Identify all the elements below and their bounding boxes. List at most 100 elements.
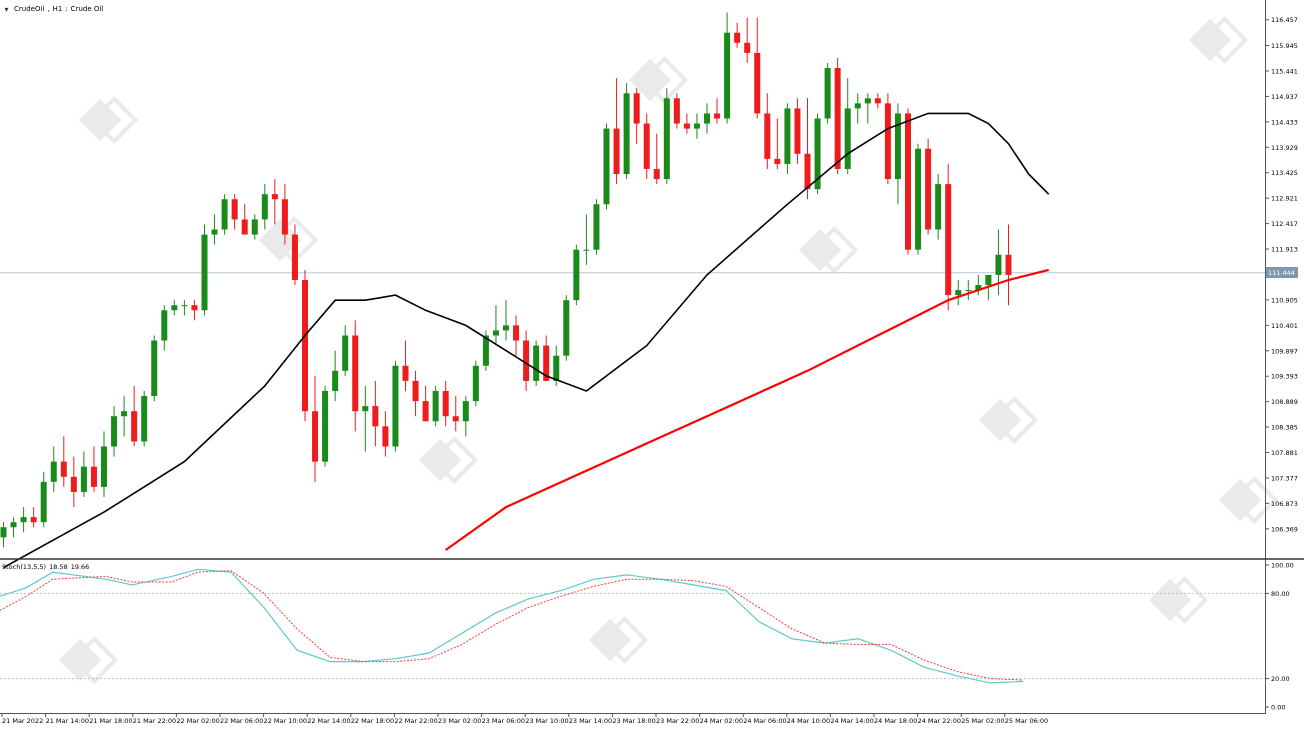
candle[interactable] (281, 184, 288, 245)
candle[interactable] (50, 446, 57, 492)
candle[interactable] (884, 93, 891, 185)
candle[interactable] (734, 22, 741, 48)
candle[interactable] (442, 380, 449, 427)
candle[interactable] (955, 279, 962, 306)
candle[interactable] (302, 269, 308, 422)
candle[interactable] (131, 385, 138, 447)
candle[interactable] (171, 300, 178, 316)
candle[interactable] (673, 93, 680, 129)
candle[interactable] (161, 305, 168, 351)
candle[interactable] (90, 446, 97, 492)
candle[interactable] (492, 305, 499, 346)
candle[interactable] (874, 93, 881, 109)
candle[interactable] (40, 471, 47, 528)
candle[interactable] (291, 224, 298, 286)
candle[interactable] (704, 103, 710, 134)
candle[interactable] (0, 522, 7, 548)
candle[interactable] (312, 375, 319, 482)
candle[interactable] (744, 17, 751, 63)
candle[interactable] (261, 184, 268, 230)
candle[interactable] (714, 98, 721, 124)
candle[interactable] (663, 88, 670, 185)
candle[interactable] (864, 93, 871, 124)
candle[interactable] (683, 113, 690, 134)
candle[interactable] (764, 93, 771, 169)
candle[interactable] (513, 315, 520, 356)
candle[interactable] (623, 83, 630, 180)
candle[interactable] (834, 57, 841, 175)
candle[interactable] (80, 451, 87, 497)
candle[interactable] (603, 123, 610, 210)
candle[interactable] (382, 411, 389, 457)
candle[interactable] (503, 300, 509, 341)
candle[interactable] (774, 118, 781, 169)
candle[interactable] (151, 335, 158, 402)
candle[interactable] (322, 385, 329, 467)
candle[interactable] (915, 143, 922, 255)
candle[interactable] (1005, 224, 1012, 306)
candle[interactable] (271, 179, 278, 225)
candle[interactable] (462, 396, 469, 437)
candle[interactable] (583, 214, 590, 265)
candle[interactable] (643, 113, 650, 180)
candle[interactable] (754, 17, 761, 119)
candle[interactable] (472, 360, 479, 407)
candle[interactable] (121, 396, 128, 437)
candle[interactable] (794, 98, 801, 164)
candle[interactable] (181, 300, 188, 316)
candle[interactable] (523, 330, 530, 391)
candle[interactable] (392, 360, 399, 452)
candle[interactable] (10, 517, 17, 538)
candle[interactable] (935, 174, 942, 240)
candle[interactable] (231, 194, 238, 230)
candle[interactable] (221, 194, 228, 235)
candle[interactable] (362, 385, 369, 452)
candle[interactable] (111, 406, 118, 457)
candle[interactable] (452, 396, 459, 432)
candle[interactable] (402, 340, 409, 391)
candle[interactable] (342, 325, 349, 376)
candle[interactable] (191, 300, 198, 321)
candle[interactable] (332, 350, 339, 402)
candle[interactable] (30, 507, 37, 528)
candle[interactable] (352, 320, 359, 432)
candle[interactable] (844, 78, 851, 175)
candle[interactable] (925, 138, 932, 235)
candle[interactable] (593, 199, 600, 255)
candle[interactable] (633, 88, 640, 144)
candle[interactable] (854, 93, 861, 124)
candle[interactable] (613, 78, 620, 185)
candle[interactable] (372, 380, 379, 447)
candle[interactable] (573, 244, 580, 306)
candle[interactable] (693, 113, 700, 139)
candle[interactable] (422, 385, 429, 422)
candle[interactable] (975, 274, 982, 296)
candle[interactable] (784, 103, 791, 175)
candle[interactable] (201, 224, 208, 316)
candle[interactable] (432, 385, 439, 427)
candle[interactable] (905, 108, 911, 255)
candle[interactable] (20, 507, 27, 533)
candle[interactable] (543, 335, 550, 381)
candle[interactable] (211, 214, 218, 245)
candle[interactable] (241, 204, 248, 235)
candle[interactable] (653, 133, 660, 185)
candle[interactable] (814, 113, 821, 195)
candle[interactable] (894, 103, 901, 205)
caret-down-icon[interactable]: ▾ (4, 4, 9, 14)
candle[interactable] (412, 370, 419, 417)
candle[interactable] (724, 12, 731, 124)
candle[interactable] (101, 431, 107, 497)
candle[interactable] (965, 279, 972, 301)
candle[interactable] (60, 436, 67, 487)
candle[interactable] (824, 62, 831, 124)
candle[interactable] (141, 390, 148, 447)
candle[interactable] (533, 340, 540, 386)
candle[interactable] (945, 163, 952, 311)
candle[interactable] (804, 98, 811, 200)
candle[interactable] (251, 214, 258, 240)
candle[interactable] (70, 456, 77, 508)
candle[interactable] (563, 295, 570, 361)
